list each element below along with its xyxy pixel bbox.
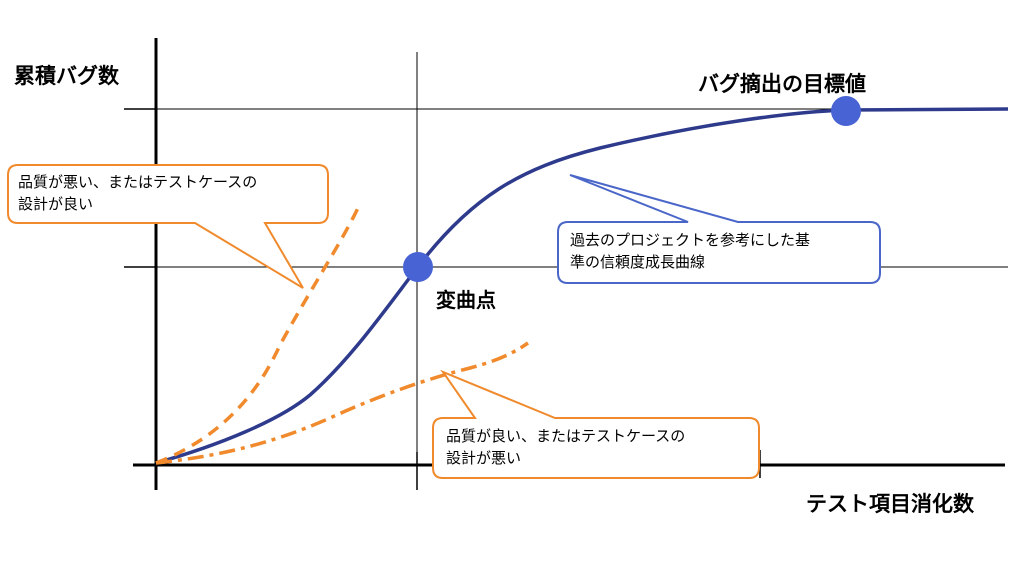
- callout-reference-text: 過去のプロジェクトを参考にした基 準の信頼度成長曲線: [570, 231, 811, 271]
- good-quality-curve: [155, 341, 529, 465]
- callout-good-quality-box: [432, 369, 760, 479]
- reference-growth-curve: [155, 107, 1009, 465]
- x-axis-label: テスト項目消化数: [806, 492, 974, 516]
- target-point-marker: [831, 96, 861, 126]
- inflection-point-marker: [403, 252, 433, 282]
- inflection-label: 変曲点: [436, 288, 496, 312]
- callout-good-quality-text: 品質が良い、またはテストケースの 設計が悪い: [446, 427, 686, 467]
- bad-quality-curve: [155, 207, 360, 465]
- y-axis-label: 累積バグ数: [14, 64, 119, 88]
- callout-bad-quality-box: [7, 164, 329, 289]
- target-label: バグ摘出の目標値: [698, 72, 866, 96]
- callout-bad-quality-text: 品質が悪い、またはテストケースの 設計が良い: [18, 173, 258, 213]
- callout-reference-box: [557, 174, 881, 284]
